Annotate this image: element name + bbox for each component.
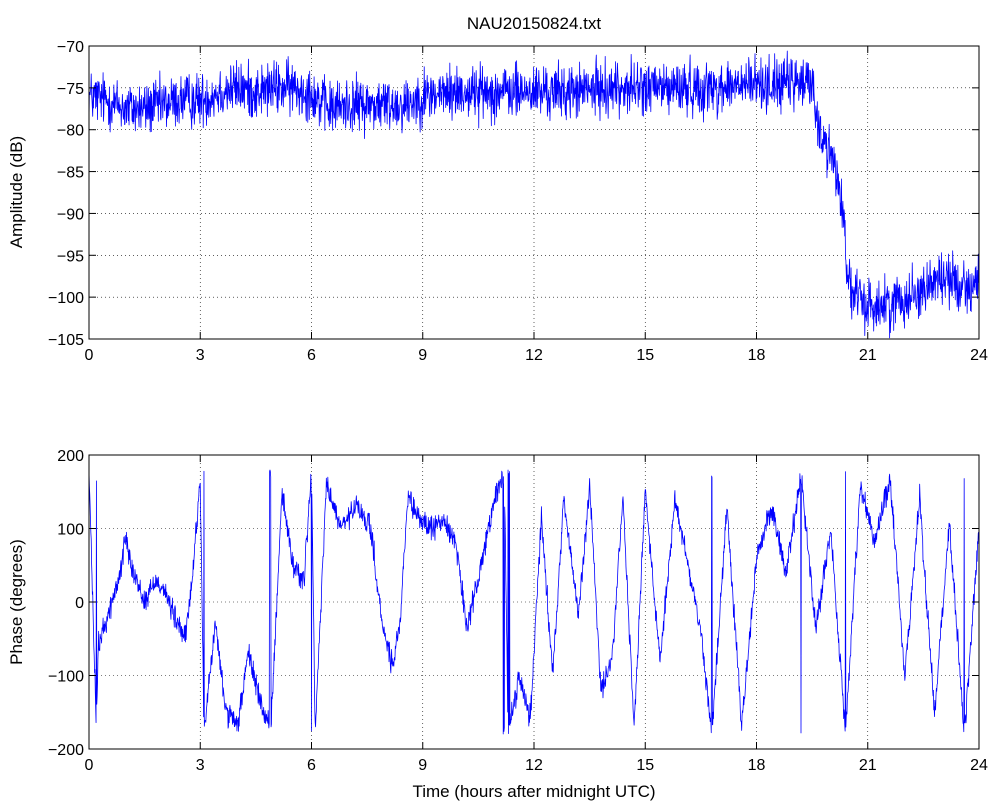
amplitude-x-tick-label-7: 21 [859, 347, 877, 364]
amplitude-x-tick-label-0: 0 [85, 347, 94, 364]
phase-y-tick-label-0: −200 [48, 742, 84, 759]
amplitude-y-tick-label-5: −80 [57, 123, 84, 140]
amplitude-panel: NAU20150824.txt 0 3 6 9 12 15 18 21 24 −105 −100 −9… [7, 14, 988, 364]
amplitude-y-tick-label-0: −105 [48, 332, 84, 349]
phase-ticks: 0 3 6 9 12 15 18 21 24 −200 −100 0 100 200 [48, 448, 988, 774]
amplitude-series-line-0 [88, 50, 980, 339]
phase-x-tick-label-6: 18 [748, 757, 766, 774]
phase-y-tick-label-4: 200 [57, 448, 84, 465]
phase-x-tick-label-2: 6 [307, 757, 316, 774]
amplitude-x-tick-label-8: 24 [970, 347, 988, 364]
amplitude-x-tick-label-4: 12 [525, 347, 543, 364]
amplitude-x-tick-label-2: 6 [307, 347, 316, 364]
amplitude-x-tick-label-3: 9 [418, 347, 427, 364]
phase-x-tick-label-4: 12 [525, 757, 543, 774]
amplitude-y-tick-label-7: −70 [57, 39, 84, 56]
phase-x-tick-label-7: 21 [859, 757, 877, 774]
phase-series-line-0 [88, 469, 980, 735]
phase-panel: 0 3 6 9 12 15 18 21 24 −200 −100 0 100 200 Phase (deg… [7, 448, 988, 801]
phase-y-tick-label-3: 100 [57, 522, 84, 539]
amplitude-y-tick-label-2: −95 [57, 248, 84, 265]
phase-x-tick-label-1: 3 [196, 757, 205, 774]
phase-y-tick-label-1: −100 [48, 669, 84, 686]
phase-x-axis-label: Time (hours after midnight UTC) [412, 782, 655, 801]
amplitude-y-tick-label-6: −75 [57, 81, 84, 98]
amplitude-ticks: 0 3 6 9 12 15 18 21 24 −105 −100 −95 −90 −85 −80 −75 −70 [48, 39, 988, 364]
amplitude-title: NAU20150824.txt [467, 14, 601, 33]
amplitude-y-tick-label-4: −85 [57, 165, 84, 182]
amplitude-y-axis-label: Amplitude (dB) [7, 136, 26, 248]
phase-x-tick-label-3: 9 [418, 757, 427, 774]
phase-x-tick-label-0: 0 [85, 757, 94, 774]
phase-series [88, 469, 980, 735]
amplitude-x-tick-label-6: 18 [748, 347, 766, 364]
amplitude-x-tick-label-5: 15 [636, 347, 654, 364]
phase-y-axis-label: Phase (degrees) [7, 539, 26, 665]
amplitude-y-tick-label-1: −100 [48, 290, 84, 307]
phase-x-tick-label-8: 24 [970, 757, 988, 774]
amplitude-series [88, 50, 980, 339]
phase-y-tick-label-2: 0 [75, 595, 84, 612]
phase-x-tick-label-5: 15 [636, 757, 654, 774]
amplitude-y-tick-label-3: −90 [57, 206, 84, 223]
amplitude-x-tick-label-1: 3 [196, 347, 205, 364]
